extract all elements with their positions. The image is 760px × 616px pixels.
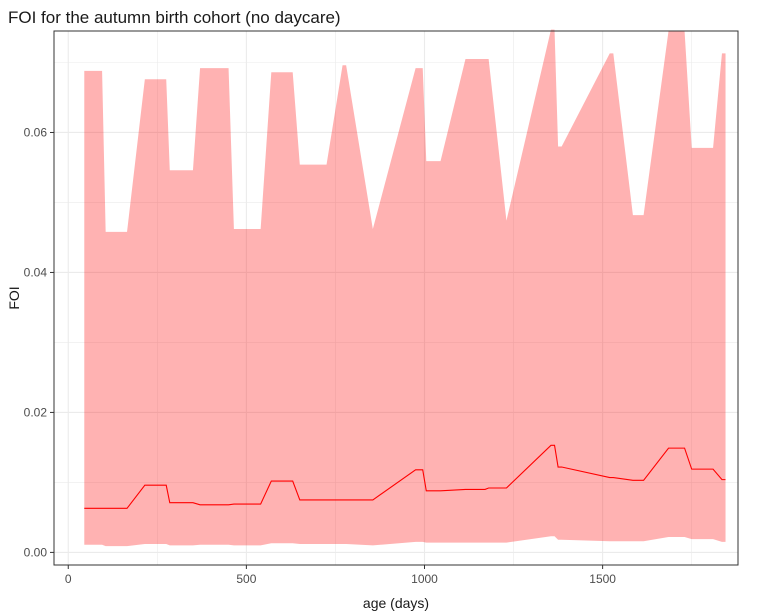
y-tick-label: 0.00: [24, 545, 48, 559]
x-tick-label: 1000: [411, 572, 438, 586]
x-axis-ticks: 0 500 1000 1500: [65, 565, 616, 586]
confidence-ribbon: [84, 29, 726, 547]
y-tick-label: 0.06: [24, 125, 48, 139]
estimate-line-layer: [84, 444, 726, 509]
panel-border: [53, 30, 739, 566]
x-tick-label: 500: [236, 572, 256, 586]
y-tick-label: 0.02: [24, 405, 48, 419]
chart-title: FOI for the autumn birth cohort (no dayc…: [8, 8, 341, 27]
y-axis-title: FOI: [6, 286, 22, 309]
y-axis-ticks: 0.00 0.02 0.04 0.06: [24, 125, 54, 559]
grid-lines: [54, 31, 738, 565]
x-tick-label: 1500: [589, 572, 616, 586]
y-tick-label: 0.04: [24, 265, 48, 279]
x-axis-title: age (days): [363, 595, 429, 611]
confidence-ribbon-layer: [84, 29, 726, 547]
x-tick-label: 0: [65, 572, 72, 586]
estimate-line: [84, 444, 726, 509]
